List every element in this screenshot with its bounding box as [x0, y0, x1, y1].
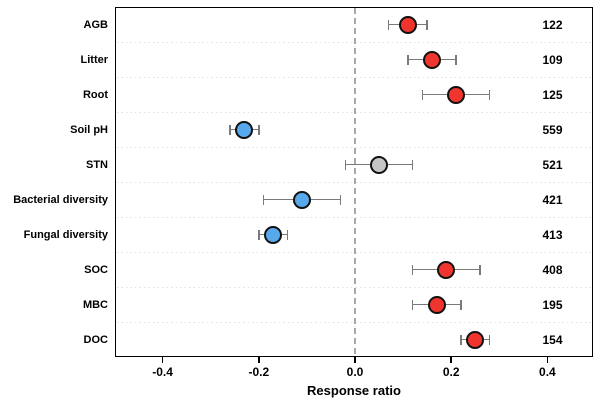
- mean-point-blue: [235, 120, 254, 139]
- x-axis-tick-label: -0.4: [152, 365, 173, 379]
- error-bar-cap-left: [460, 334, 462, 345]
- sample-size: 154: [542, 332, 563, 347]
- x-axis-tick-label: -0.2: [248, 365, 270, 379]
- error-bar-cap-right: [460, 299, 462, 310]
- category-label: DOC: [83, 333, 108, 346]
- error-bar-cap-right: [455, 54, 457, 65]
- x-axis-tick: [546, 356, 549, 363]
- sample-size: 408: [542, 262, 563, 277]
- mean-point-red: [466, 330, 485, 349]
- error-bar-cap-right: [426, 19, 428, 30]
- error-bar-cap-right: [479, 264, 481, 275]
- mean-point-red: [422, 50, 441, 69]
- sample-size: 195: [542, 297, 563, 312]
- error-bar-cap-left: [407, 54, 409, 65]
- x-axis-tick: [354, 356, 356, 363]
- error-bar-cap-left: [258, 229, 260, 240]
- category-label: Root: [82, 88, 108, 101]
- mean-point-blue: [264, 225, 283, 244]
- x-axis-tick-label: 0.2: [442, 365, 460, 379]
- error-bar-cap-right: [488, 334, 491, 345]
- mean-point-red: [437, 260, 456, 279]
- sample-size: 122: [542, 17, 563, 32]
- error-bar-cap-right: [411, 159, 414, 170]
- zero-reference-line: [354, 8, 356, 356]
- error-bar-cap-left: [344, 159, 347, 170]
- category-label: Fungal diversity: [23, 228, 108, 241]
- sample-size: 125: [542, 87, 563, 102]
- sample-size: 559: [542, 122, 563, 137]
- error-bar-cap-right: [286, 229, 289, 240]
- error-bar-cap-right: [488, 89, 491, 100]
- x-axis-tick: [450, 356, 452, 363]
- mean-point-red: [427, 295, 446, 314]
- x-axis-title: Response ratio: [307, 383, 401, 398]
- category-label: Soil pH: [70, 123, 108, 136]
- category-label: MBC: [82, 298, 108, 311]
- mean-point-red: [447, 85, 465, 104]
- category-label: SOC: [84, 263, 108, 276]
- x-axis-tick: [258, 356, 260, 363]
- sample-size: 521: [542, 157, 563, 172]
- category-label: Litter: [80, 53, 109, 66]
- error-bar-cap-left: [421, 89, 424, 100]
- error-bar-cap-left: [411, 299, 414, 310]
- error-bar-cap-left: [262, 194, 265, 205]
- sample-size: 109: [542, 52, 563, 67]
- x-axis-tick-label: 0.4: [539, 365, 556, 379]
- error-bar-cap-right: [339, 194, 342, 205]
- sample-size: 413: [542, 227, 563, 242]
- x-axis-tick: [161, 356, 164, 363]
- error-bar-cap-left: [229, 124, 231, 135]
- error-bar-cap-left: [387, 19, 390, 30]
- mean-point-red: [398, 15, 417, 34]
- category-label: STN: [86, 158, 108, 171]
- category-label: Bacterial diversity: [13, 193, 108, 206]
- error-bar-cap-right: [258, 124, 260, 135]
- error-bar-cap-left: [411, 264, 414, 275]
- sample-size: 421: [542, 192, 563, 207]
- mean-point-blue: [293, 190, 312, 209]
- x-axis-tick-label: 0.0: [346, 365, 364, 379]
- mean-point-gray: [370, 155, 389, 174]
- category-label: AGB: [83, 18, 108, 31]
